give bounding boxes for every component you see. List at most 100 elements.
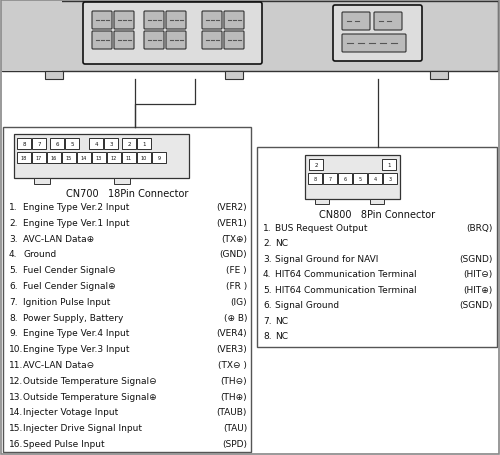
Bar: [137, 139, 151, 150]
Text: NC: NC: [275, 332, 288, 341]
Text: 15: 15: [66, 156, 72, 161]
Text: 9: 9: [158, 156, 160, 161]
Bar: [2, 2, 498, 72]
Bar: [32, 139, 46, 150]
FancyBboxPatch shape: [374, 13, 402, 31]
Text: 3: 3: [388, 177, 392, 182]
FancyBboxPatch shape: [202, 32, 222, 50]
Text: 6.: 6.: [263, 301, 272, 310]
Text: Speed Pulse Input: Speed Pulse Input: [23, 439, 104, 448]
Text: Ground: Ground: [23, 250, 56, 259]
Text: (VER1): (VER1): [216, 218, 247, 228]
Text: CN800   8Pin Connector: CN800 8Pin Connector: [319, 210, 435, 219]
Text: Fuel Cender Signal⊖: Fuel Cender Signal⊖: [23, 266, 116, 275]
Text: 2.: 2.: [263, 239, 272, 248]
Text: Ignition Pulse Input: Ignition Pulse Input: [23, 297, 110, 306]
Text: 11.: 11.: [9, 360, 24, 369]
Text: 18: 18: [21, 156, 27, 161]
Text: 6: 6: [55, 142, 59, 147]
Text: 4.: 4.: [9, 250, 18, 259]
Text: 7: 7: [328, 177, 332, 182]
Text: 12: 12: [111, 156, 117, 161]
FancyBboxPatch shape: [92, 12, 112, 30]
Text: 4.: 4.: [263, 270, 272, 279]
Text: NC: NC: [275, 239, 288, 248]
Text: (SGND): (SGND): [460, 254, 493, 263]
Bar: [430, 72, 448, 80]
Text: 2: 2: [314, 162, 318, 167]
FancyBboxPatch shape: [333, 6, 422, 62]
Bar: [382, 160, 396, 171]
Text: Outside Temperature Signal⊕: Outside Temperature Signal⊕: [23, 392, 156, 401]
Text: Engine Type Ver.2 Input: Engine Type Ver.2 Input: [23, 202, 130, 212]
Text: (TH⊖): (TH⊖): [220, 376, 247, 385]
Text: 1.: 1.: [9, 202, 18, 212]
Text: Engine Type Ver.1 Input: Engine Type Ver.1 Input: [23, 218, 130, 228]
FancyBboxPatch shape: [224, 12, 244, 30]
Bar: [14, 135, 189, 179]
Text: 4: 4: [94, 142, 98, 147]
Bar: [309, 160, 323, 171]
Text: (IG): (IG): [230, 297, 247, 306]
Bar: [65, 139, 79, 150]
Text: 4: 4: [374, 177, 376, 182]
Text: (⊕ B): (⊕ B): [224, 313, 247, 322]
FancyBboxPatch shape: [202, 12, 222, 30]
Bar: [383, 174, 397, 185]
Text: 1: 1: [142, 142, 146, 147]
Text: 8: 8: [314, 177, 316, 182]
Text: (TAUB): (TAUB): [216, 408, 247, 416]
Bar: [2, 2, 62, 72]
Bar: [152, 153, 166, 164]
Text: (FE ): (FE ): [226, 266, 247, 275]
Text: Power Supply, Battery: Power Supply, Battery: [23, 313, 124, 322]
Bar: [225, 72, 243, 80]
Text: (FR ): (FR ): [226, 281, 247, 290]
Text: 2.: 2.: [9, 218, 18, 228]
Bar: [323, 174, 337, 185]
Text: 10.: 10.: [9, 344, 24, 354]
Text: HIT64 Communication Terminal: HIT64 Communication Terminal: [275, 285, 416, 294]
Text: 8.: 8.: [263, 332, 272, 341]
Bar: [62, 153, 76, 164]
Text: HIT64 Communication Terminal: HIT64 Communication Terminal: [275, 270, 416, 279]
Text: 3.: 3.: [263, 254, 272, 263]
Bar: [77, 153, 91, 164]
Bar: [137, 153, 151, 164]
Text: 5.: 5.: [9, 266, 18, 275]
Text: CN700   18Pin Connector: CN700 18Pin Connector: [66, 188, 188, 198]
Text: Injecter Votage Input: Injecter Votage Input: [23, 408, 118, 416]
Text: 14.: 14.: [9, 408, 23, 416]
Text: 5: 5: [70, 142, 74, 147]
Bar: [308, 174, 322, 185]
FancyBboxPatch shape: [114, 12, 134, 30]
Text: Fuel Cender Signal⊕: Fuel Cender Signal⊕: [23, 281, 116, 290]
Text: 9.: 9.: [9, 329, 18, 338]
Bar: [338, 174, 352, 185]
Text: 16: 16: [51, 156, 57, 161]
FancyBboxPatch shape: [342, 35, 406, 53]
Bar: [257, 148, 497, 347]
Text: Signal Ground: Signal Ground: [275, 301, 339, 310]
Bar: [122, 153, 136, 164]
Bar: [50, 139, 64, 150]
Bar: [45, 72, 63, 80]
Text: 8: 8: [22, 142, 26, 147]
Text: 12.: 12.: [9, 376, 23, 385]
FancyBboxPatch shape: [114, 32, 134, 50]
Text: 6.: 6.: [9, 281, 18, 290]
Text: 1: 1: [387, 162, 391, 167]
Text: 6: 6: [344, 177, 346, 182]
Bar: [305, 156, 400, 200]
Text: NC: NC: [275, 316, 288, 325]
Text: (VER4): (VER4): [216, 329, 247, 338]
Text: (VER3): (VER3): [216, 344, 247, 354]
FancyBboxPatch shape: [144, 12, 164, 30]
Bar: [92, 153, 106, 164]
Text: 7.: 7.: [9, 297, 18, 306]
Text: 2: 2: [127, 142, 131, 147]
Bar: [114, 179, 130, 185]
Bar: [34, 179, 50, 185]
Bar: [122, 139, 136, 150]
Text: 1.: 1.: [263, 223, 272, 233]
